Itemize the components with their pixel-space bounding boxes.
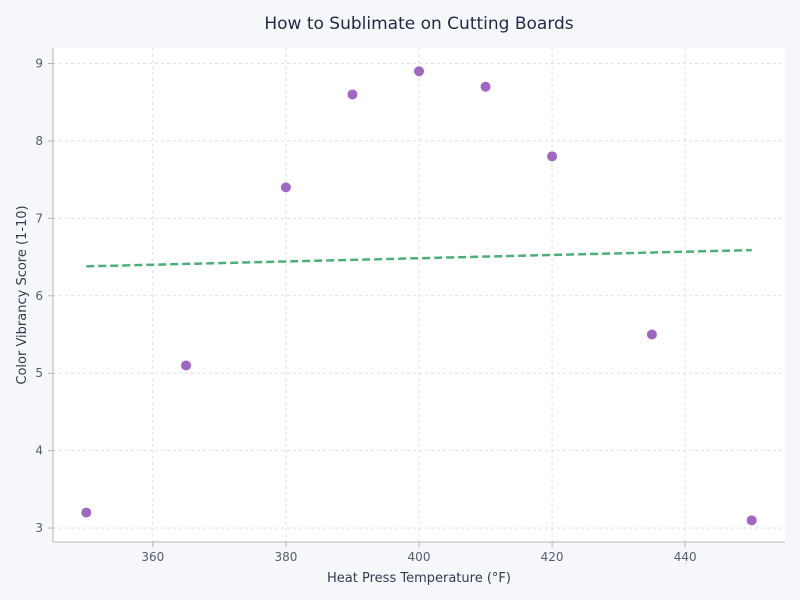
x-tick-label: 360 <box>141 550 164 564</box>
data-point <box>645 328 658 341</box>
y-tick-label: 4 <box>35 444 43 458</box>
y-tick-label: 8 <box>35 134 43 148</box>
y-axis-label: Color Vibrancy Score (1-10) <box>15 205 30 384</box>
trend-layer <box>86 248 752 268</box>
trend-line <box>86 248 752 268</box>
y-tick-label: 5 <box>35 366 43 380</box>
axes-layer: 360 380 400 420 440 3 4 5 6 7 8 9 <box>35 48 785 564</box>
chart-title: How to Sublimate on Cutting Boards <box>264 14 573 34</box>
y-tick-label: 3 <box>35 521 43 535</box>
data-point <box>80 506 93 519</box>
data-point <box>346 88 359 101</box>
x-tick-label: 440 <box>674 550 697 564</box>
grid-layer <box>53 48 785 542</box>
x-axis-label: Heat Press Temperature (°F) <box>327 571 511 586</box>
data-point <box>479 80 492 93</box>
y-tick-label: 7 <box>35 211 43 225</box>
x-tick-label: 420 <box>541 550 564 564</box>
y-tick-label: 6 <box>35 289 43 303</box>
data-point <box>279 181 292 194</box>
data-point <box>413 65 425 78</box>
data-point <box>745 514 758 527</box>
points-layer <box>80 65 758 527</box>
x-tick-label: 400 <box>408 550 431 564</box>
y-tick-label: 9 <box>35 56 43 70</box>
x-tick-label: 380 <box>274 550 297 564</box>
data-point <box>180 359 193 372</box>
data-point <box>546 150 559 163</box>
